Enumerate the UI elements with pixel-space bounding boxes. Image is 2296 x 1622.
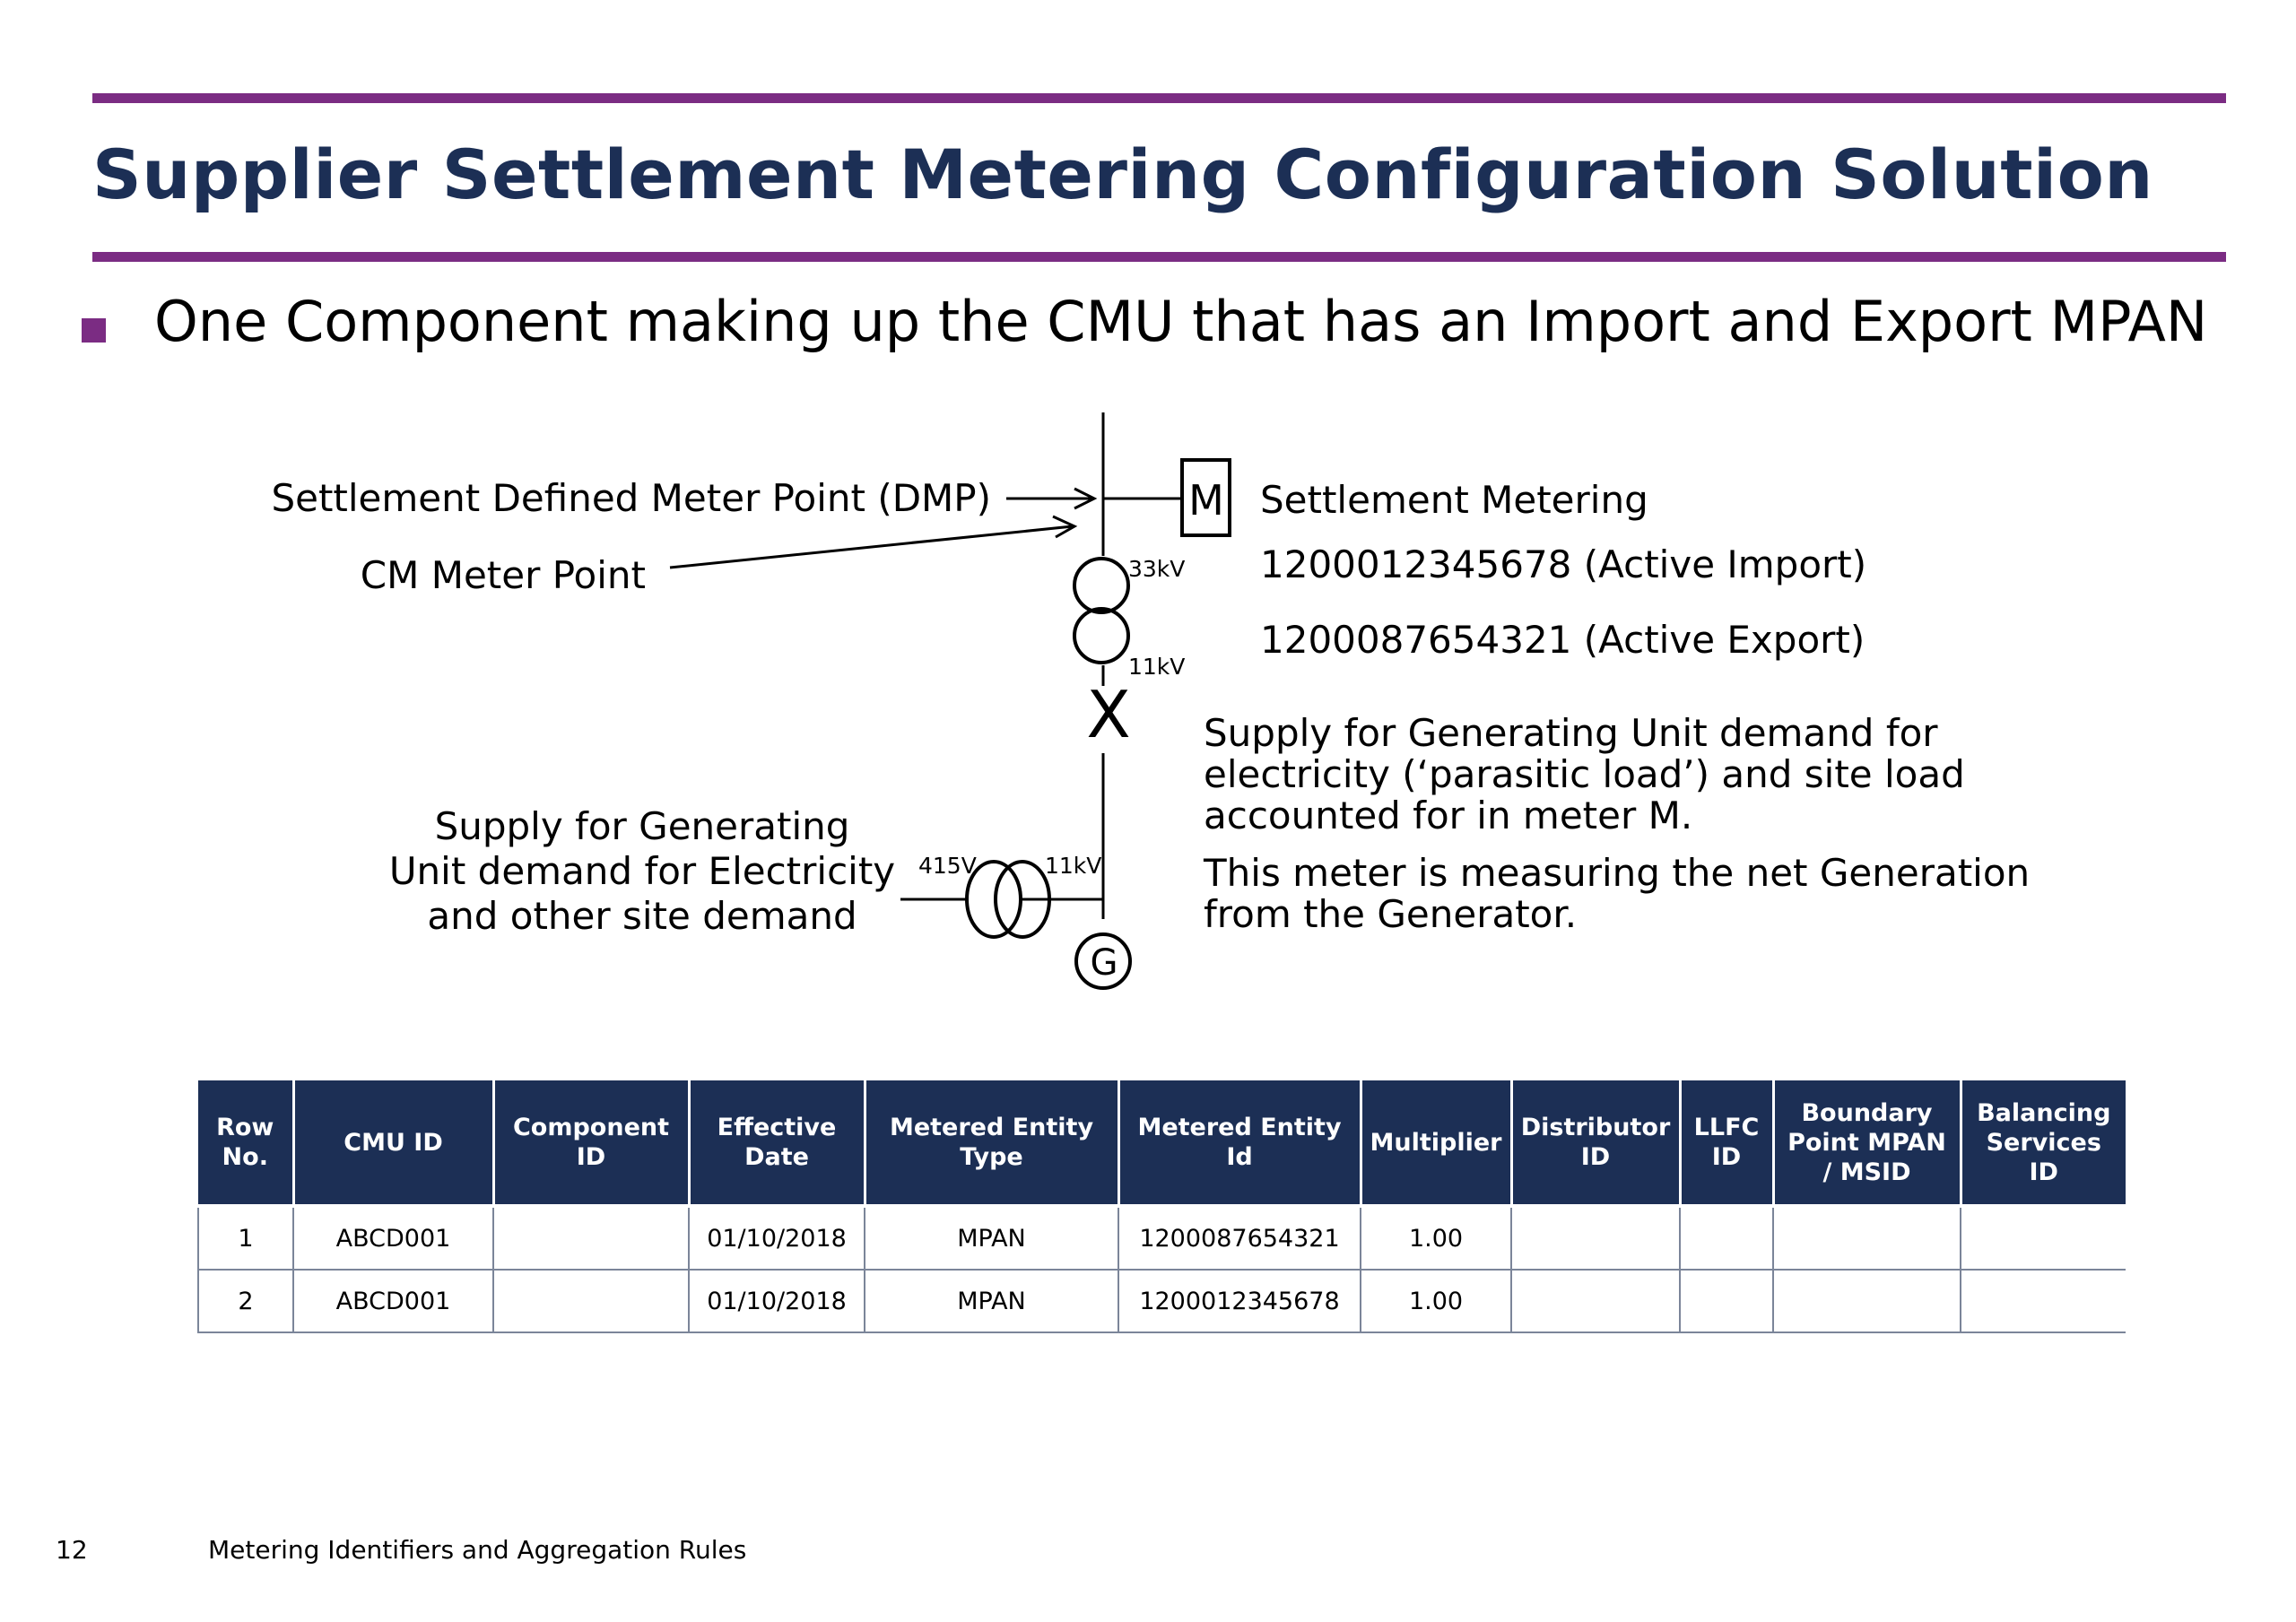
cmu-id-cell: ABCD001 [292, 1205, 494, 1271]
site-demand-note-line: Supply for Generating [435, 804, 850, 848]
column-header-metered-entity-type: Metered Entity Type [863, 1080, 1120, 1208]
parasitic-load-note-line: Supply for Generating Unit demand for [1204, 711, 1938, 755]
net-generation-note-line: This meter is measuring the net Generati… [1203, 851, 2030, 895]
bullet-text: One Component making up the CMU that has… [154, 289, 2208, 354]
import-mpan-label: 1200012345678 (Active Import) [1260, 542, 1866, 586]
component-id-cell [492, 1269, 690, 1333]
voltage-label-11kv: 11kV [1128, 654, 1185, 680]
export-mpan-label: 1200087654321 (Active Export) [1260, 618, 1865, 662]
voltage-label-415v: 415V [918, 853, 977, 879]
table-row: 2 ABCD001 01/10/2018 MPAN 1200012345678 … [197, 1269, 2126, 1333]
cmu-id-cell: ABCD001 [292, 1269, 494, 1333]
bullet-marker-icon [82, 318, 106, 343]
net-generation-note-line: from the Generator. [1204, 892, 1577, 936]
metered-entity-id-cell: 1200012345678 [1118, 1269, 1361, 1333]
llfc-id-cell [1679, 1205, 1774, 1271]
llfc-id-cell [1679, 1269, 1774, 1333]
distributor-id-cell [1510, 1269, 1681, 1333]
column-header-cmu-id: CMU ID [291, 1080, 495, 1208]
column-header-multiplier: Multiplier [1359, 1080, 1513, 1208]
cm-meter-point-arrow [669, 525, 1074, 569]
boundary-point-mpan-cell [1772, 1269, 1961, 1333]
title-underline-rule [92, 252, 2226, 262]
column-header-distributor-id: Distributor ID [1509, 1080, 1682, 1208]
top-rule [92, 93, 2226, 103]
metered-entity-type-cell: MPAN [864, 1205, 1119, 1271]
cm-meter-point-arrow-head-icon [1052, 515, 1078, 539]
slide-title: Supplier Settlement Metering Configurati… [92, 134, 2153, 214]
metered-entity-id-cell: 1200087654321 [1118, 1205, 1361, 1271]
balancing-services-id-cell [1960, 1269, 2126, 1333]
column-header-component-id: Component ID [491, 1080, 691, 1208]
boundary-point-mpan-cell [1772, 1205, 1961, 1271]
site-demand-note-line: Unit demand for Electricity [389, 849, 895, 893]
dmp-label: Settlement Defined Meter Point (DMP) [271, 476, 991, 520]
component-id-cell [492, 1205, 690, 1271]
aux-transformer-right-winding-icon [994, 860, 1051, 939]
parasitic-load-note-line: electricity (‘parasitic load’) and site … [1204, 752, 1965, 796]
multiplier-cell: 1.00 [1360, 1269, 1512, 1333]
voltage-label-33kv: 33kV [1128, 556, 1185, 582]
column-header-metered-entity-id: Metered Entity Id [1117, 1080, 1362, 1208]
table-header-row: Row No. CMU ID Component ID Effective Date … [198, 1080, 2126, 1208]
metering-configuration-table: Row No. CMU ID Component ID Effective Date … [197, 1080, 2126, 1333]
column-header-effective-date: Effective Date [687, 1080, 866, 1208]
cm-meter-point-label: CM Meter Point [361, 553, 646, 597]
row-no-cell: 2 [197, 1269, 294, 1333]
effective-date-cell: 01/10/2018 [688, 1205, 865, 1271]
transformer-lower-winding-icon [1073, 607, 1130, 664]
metered-entity-type-cell: MPAN [864, 1269, 1119, 1333]
site-demand-note-line: and other site demand [427, 894, 857, 938]
balancing-services-id-cell [1960, 1205, 2126, 1271]
column-header-llfc-id: LLFC ID [1678, 1080, 1775, 1208]
page-number: 12 [56, 1535, 88, 1565]
meter-symbol: M [1188, 476, 1224, 525]
single-line-diagram: M 33kV 11kV X 415V 11kV G Settlement Def… [271, 412, 2030, 990]
settlement-metering-label: Settlement Metering [1260, 478, 1648, 522]
column-header-row-no: Row No. [198, 1080, 295, 1208]
effective-date-cell: 01/10/2018 [688, 1269, 865, 1333]
meter-box [1180, 458, 1231, 537]
multiplier-cell: 1.00 [1360, 1205, 1512, 1271]
column-header-boundary-point-mpan-msid: Boundary Point MPAN / MSID [1771, 1080, 1962, 1208]
table-row: 1 ABCD001 01/10/2018 MPAN 1200087654321 … [197, 1205, 2126, 1271]
voltage-label-aux-11kv: 11kV [1045, 853, 1101, 879]
generator-icon [1074, 932, 1132, 990]
column-header-balancing-services-id: Balancing Services ID [1959, 1080, 2126, 1208]
generator-symbol: G [1091, 942, 1118, 984]
parasitic-load-note-line: accounted for in meter M. [1204, 794, 1692, 837]
distributor-id-cell [1510, 1205, 1681, 1271]
footer-title: Metering Identifiers and Aggregation Rul… [208, 1535, 747, 1565]
dmp-arrow-head-icon [1074, 487, 1098, 510]
transformer-upper-winding-icon [1073, 557, 1130, 614]
row-no-cell: 1 [197, 1205, 294, 1271]
circuit-breaker-x-icon: X [1086, 677, 1130, 752]
